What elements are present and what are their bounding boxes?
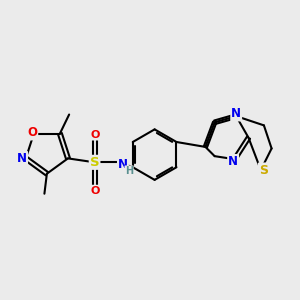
- Text: N: N: [228, 155, 238, 168]
- Text: S: S: [259, 164, 268, 176]
- Text: N: N: [118, 158, 128, 171]
- Text: N: N: [231, 107, 241, 121]
- Text: O: O: [91, 130, 100, 140]
- Text: H: H: [125, 166, 133, 176]
- Text: O: O: [27, 127, 37, 140]
- Text: O: O: [91, 186, 100, 196]
- Text: S: S: [90, 156, 99, 169]
- Text: N: N: [17, 152, 27, 165]
